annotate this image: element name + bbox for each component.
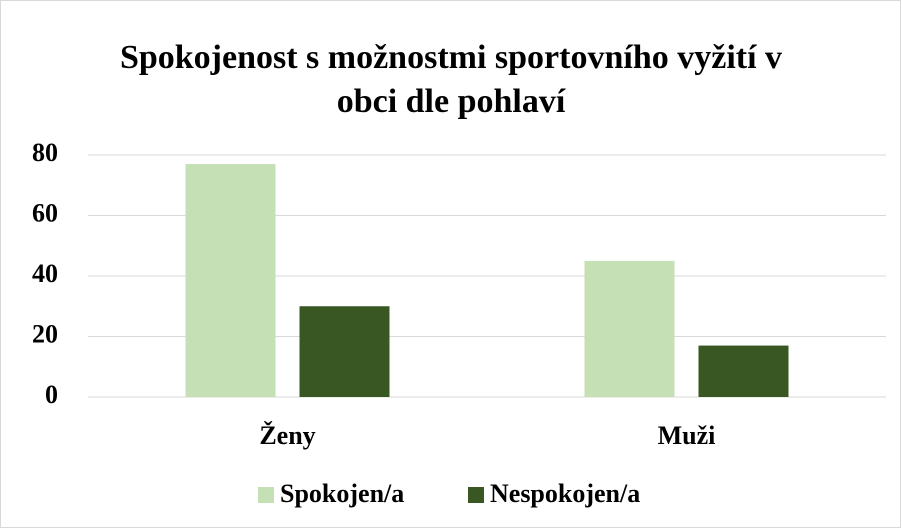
legend-label: Spokojen/a (280, 479, 404, 508)
legend-swatch (258, 487, 274, 503)
y-tick-label: 60 (32, 198, 58, 227)
legend-label: Nespokojen/a (490, 479, 640, 508)
x-tick-label: Muži (658, 421, 716, 450)
legend-swatch (468, 487, 484, 503)
y-tick-label: 20 (32, 319, 58, 348)
bar (185, 164, 276, 397)
y-tick-label: 0 (45, 380, 58, 409)
chart-title: Spokojenost s možnostmi sportovního vyži… (119, 39, 783, 120)
bar (299, 306, 390, 397)
y-tick-label: 80 (32, 138, 58, 167)
x-tick-label: Ženy (259, 421, 315, 450)
bar (584, 260, 675, 397)
bar (698, 345, 789, 397)
y-tick-label: 40 (32, 259, 58, 288)
